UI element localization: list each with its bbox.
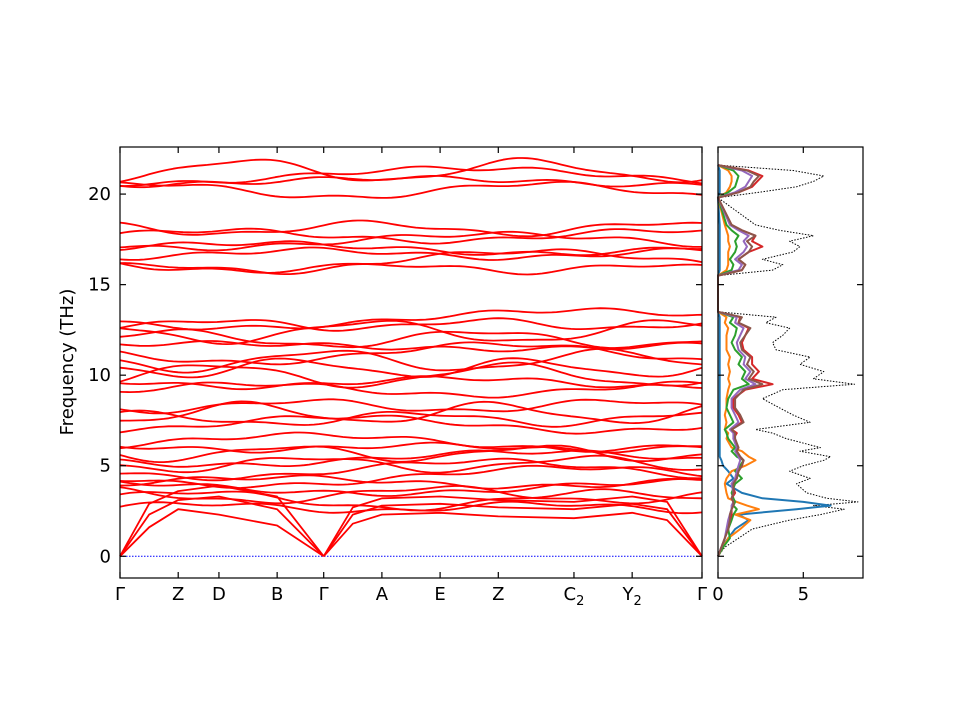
optical-band-13: [119, 414, 703, 435]
optical-band-2: [119, 488, 703, 512]
optical-band-32: [119, 230, 702, 252]
dos-lines: [717, 164, 859, 557]
optical-band-38: [119, 157, 703, 184]
band-lines: [119, 157, 703, 558]
band-plot-frame: [119, 146, 703, 579]
dos-curve-7: [717, 164, 764, 557]
optical-band-20: [119, 357, 703, 379]
x-tick-label: Z: [172, 584, 184, 605]
x-tick-label: A: [376, 584, 389, 605]
dos-curve-3: [717, 164, 760, 557]
optical-band-4: [119, 478, 703, 497]
optical-band-24: [119, 328, 703, 349]
x-tick-label: Γ: [319, 584, 329, 605]
band-structure-panel: 0 5 10 15 20 Γ Z D B Γ A E Z C2 Y2 Γ Frequency (THz): [57, 146, 707, 609]
dos-x-tick-label: 0: [712, 584, 723, 605]
dos-x-tick-label: 5: [798, 584, 809, 605]
optical-band-16: [119, 398, 703, 415]
y-axis-title: Frequency (THz): [57, 289, 78, 436]
acoustic-branch-1: [119, 508, 325, 558]
optical-band-22: [119, 341, 703, 366]
optical-band-11: [119, 441, 703, 454]
dos-curve-1: [717, 164, 859, 557]
optical-band-31: [119, 240, 703, 257]
y-tick-label: 10: [88, 365, 111, 386]
optical-band-28: [119, 262, 703, 276]
optical-band-3: [119, 485, 703, 505]
x-tick-label: Y2: [622, 584, 642, 609]
y-tick-label: 5: [100, 456, 111, 477]
optical-band-37: [119, 165, 703, 187]
x-tick-label: B: [271, 584, 283, 605]
acoustic-branch-6: [322, 495, 703, 557]
optical-band-27: [119, 307, 703, 331]
x-tick-label: Z: [492, 584, 504, 605]
y-tick-label: 15: [88, 275, 111, 296]
optical-band-14: [119, 409, 703, 428]
x-tick-label: D: [212, 584, 226, 605]
dos-plot-frame: [717, 146, 864, 579]
optical-band-25: [119, 319, 703, 345]
optical-band-19: [119, 361, 703, 389]
dos-curve-2: [717, 164, 832, 557]
optical-band-17: [119, 380, 703, 399]
optical-band-5: [120, 474, 703, 490]
x-tick-label: Γ: [115, 584, 125, 605]
optical-band-12: [119, 431, 703, 453]
optical-band-23: [119, 340, 703, 353]
y-tick-label: 0: [100, 546, 111, 567]
optical-band-34: [119, 219, 703, 238]
acoustic-branch-4: [323, 511, 703, 557]
optical-band-10: [119, 444, 703, 463]
x-tick-label: C2: [564, 584, 585, 609]
optical-band-33: [119, 227, 703, 245]
optical-band-30: [119, 246, 703, 261]
optical-band-7: [119, 457, 703, 482]
optical-band-29: [119, 248, 703, 274]
y-tick-label: 20: [88, 184, 111, 205]
optical-band-6: [119, 464, 703, 489]
optical-band-26: [119, 317, 703, 332]
dos-plot-area: [718, 147, 863, 578]
x-tick-label: E: [434, 584, 445, 605]
x-tick-label: Γ: [697, 584, 707, 605]
